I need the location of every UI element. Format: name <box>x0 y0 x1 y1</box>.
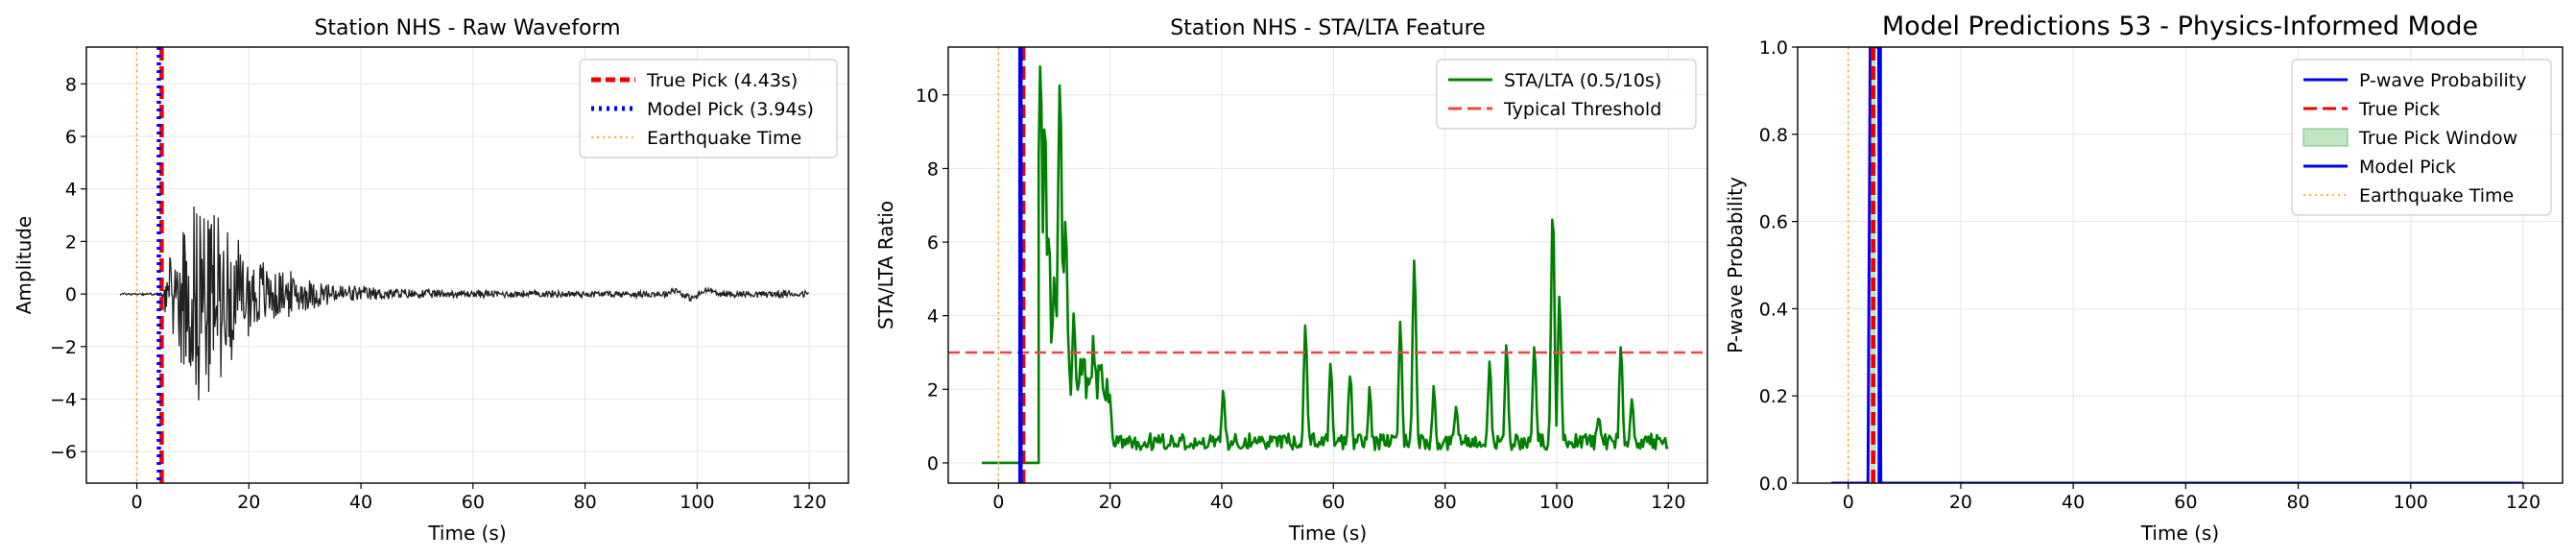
y-tick-label: −6 <box>50 442 77 463</box>
y-tick-label: 6 <box>65 127 77 148</box>
plot-area <box>1831 47 2523 483</box>
x-tick-label: 100 <box>2394 492 2428 513</box>
legend-box <box>1436 59 1697 130</box>
y-tick-label: 8 <box>65 74 77 95</box>
x-tick-label: 0 <box>1843 492 1854 513</box>
chart-panel-1: 0 20 40 60 80 100 120 −6 −4 −2 0 2 4 6 8 Station NHS - … <box>12 16 849 545</box>
x-axis-label: Time (s) <box>2140 522 2219 545</box>
y-tick-label: 0 <box>927 453 939 474</box>
y-tick-label: 2 <box>927 379 939 401</box>
legend-label: Model Pick (3.94s) <box>647 99 814 120</box>
x-tick-label: 20 <box>1099 492 1122 513</box>
x-tick-label: 40 <box>2062 492 2085 513</box>
x-tick-label: 0 <box>131 492 142 513</box>
legend: STA/LTA (0.5/10s) Typical Threshold <box>1436 59 1697 130</box>
axes-frame <box>85 46 849 484</box>
chart-title: Station NHS - Raw Waveform <box>314 16 620 40</box>
stalta-line <box>981 65 1669 465</box>
legend-label: P-wave Probability <box>2359 70 2527 91</box>
x-tick-label: 80 <box>2286 492 2309 513</box>
x-tick-label: 0 <box>992 492 1004 513</box>
legend-label: Earthquake Time <box>2359 185 2514 207</box>
waveform-line <box>119 206 809 401</box>
y-axis-label: STA/LTA Ratio <box>874 201 897 329</box>
y-tick-label: 6 <box>927 232 939 254</box>
y-tick-label: 1.0 <box>1759 37 1788 59</box>
legend-label: Model Pick <box>2359 157 2456 178</box>
y-tick-label: 2 <box>65 231 77 253</box>
x-tick-label: 40 <box>1210 492 1233 513</box>
axes-frame <box>947 46 1708 484</box>
y-tick-label: 10 <box>916 85 939 107</box>
y-axis-label: Amplitude <box>12 216 36 315</box>
legend-label: Typical Threshold <box>1503 99 1661 120</box>
legend-label: True Pick <box>2358 99 2440 120</box>
y-tick-label: 0.0 <box>1759 474 1788 495</box>
x-tick-label: 20 <box>1949 492 1972 513</box>
x-tick-label: 80 <box>574 492 597 513</box>
plot-area <box>119 47 809 483</box>
y-tick-label: 8 <box>927 158 939 180</box>
legend-swatch <box>2302 128 2349 147</box>
legend-label: True Pick (4.43s) <box>646 70 798 91</box>
x-axis-label: Time (s) <box>1288 522 1367 545</box>
chart-panel-2: 0 20 40 60 80 100 120 0 2 4 6 8 10 Station NHS - STA/… <box>874 16 1708 545</box>
y-tick-label: 0 <box>65 284 77 305</box>
x-tick-label: 100 <box>680 492 714 513</box>
y-tick-label: 0.4 <box>1759 299 1788 320</box>
plot-area <box>948 47 1707 483</box>
legend: True Pick (4.43s) Model Pick (3.94s) Earth… <box>579 59 838 158</box>
x-tick-label: 60 <box>2174 492 2197 513</box>
y-tick-label: 0.6 <box>1759 212 1788 233</box>
y-tick-label: 0.8 <box>1759 125 1788 146</box>
y-tick-label: −4 <box>50 389 77 410</box>
y-tick-label: 4 <box>927 306 939 328</box>
y-tick-label: 4 <box>65 180 77 201</box>
x-tick-label: 100 <box>1539 492 1574 513</box>
axes-frame <box>1797 46 2564 484</box>
x-tick-label: 60 <box>462 492 485 513</box>
x-tick-label: 20 <box>237 492 260 513</box>
x-tick-label: 80 <box>1434 492 1457 513</box>
x-tick-label: 120 <box>1651 492 1685 513</box>
x-tick-label: 120 <box>2506 492 2540 513</box>
x-tick-label: 120 <box>792 492 826 513</box>
legend-label: STA/LTA (0.5/10s) <box>1504 70 1661 91</box>
legend-label: Earthquake Time <box>647 128 801 149</box>
x-tick-label: 40 <box>349 492 372 513</box>
x-tick-label: 60 <box>1322 492 1345 513</box>
chart-title: Model Predictions 53 - Physics-Informed … <box>1882 12 2478 41</box>
y-axis-label: P-wave Probability <box>1724 177 1747 353</box>
chart-panel-3: 0 20 40 60 80 100 120 0.0 0.2 0.4 0.6 0.8 1.0 Model P… <box>1724 12 2564 545</box>
legend-box <box>579 59 838 158</box>
y-tick-label: 0.2 <box>1759 386 1788 407</box>
legend-box <box>2291 59 2552 216</box>
legend: P-wave Probability True Pick True Pick Win… <box>2291 59 2552 216</box>
chart-title: Station NHS - STA/LTA Feature <box>1170 16 1485 40</box>
x-axis-label: Time (s) <box>427 522 506 545</box>
y-tick-label: −2 <box>50 337 77 358</box>
legend-label: True Pick Window <box>2358 128 2517 149</box>
